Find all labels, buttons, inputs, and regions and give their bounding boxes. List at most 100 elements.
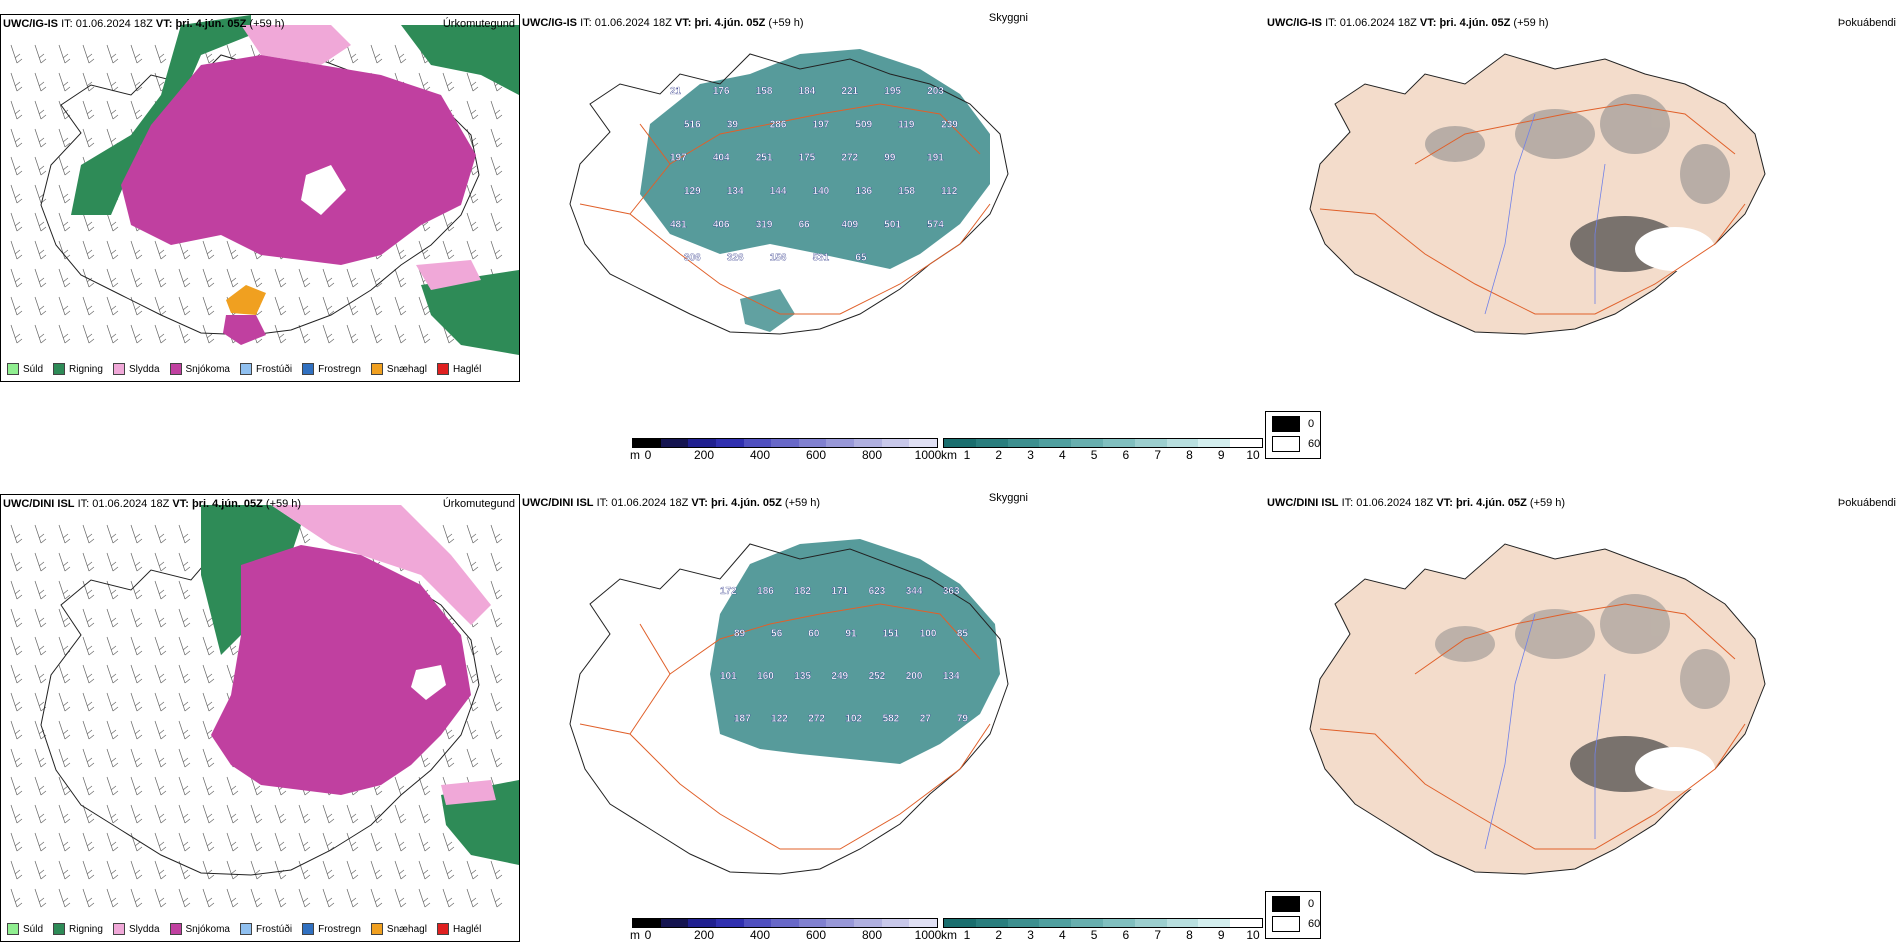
visibility-colorbar: km 1 2 3 4 5 6 7 8 9 10 [941,438,1263,462]
wind-barb [202,832,215,852]
wind-barb [10,268,23,288]
wind-barb [178,692,191,712]
wind-barb [442,72,455,92]
colorbar-tick: 800 [861,928,883,942]
wind-barb [106,636,119,656]
wind-barb [202,888,215,908]
colorbar-tick: 4 [1058,928,1066,942]
wind-barb [226,268,239,288]
wind-barb [370,804,383,824]
wind-barb [10,888,23,908]
colorbar-tick: 200 [693,448,715,462]
cloud-base-label: 186 [757,586,774,597]
wind-barb [394,268,407,288]
wind-barb [178,552,191,572]
colorbar-tick: 6 [1122,448,1130,462]
cloud-base-label: 623 [869,586,886,597]
legend-item: Súld [7,363,43,375]
road-network [1319,603,1746,850]
wind-barb [106,664,119,684]
wind-barb [154,580,167,600]
cloud-base-label: 501 [884,219,901,230]
colorbar-swatch [1230,439,1262,447]
cloud-base-labels: 21 176 158 184 221 195 203 516 39 286 197 509 119 239… [670,86,959,264]
wind-barb [394,44,407,64]
wind-barb [82,692,95,712]
panel-type-label: Þokuábendi [1837,497,1896,509]
wind-barb [10,832,23,852]
cloud-base-label: 135 [794,671,811,682]
cloud-base-label: 272 [808,714,825,725]
wind-barb [202,324,215,344]
legend-item: Haglél [436,363,481,375]
legend-label: Snjókoma [185,923,230,935]
legend-swatch [169,923,182,935]
cloud-base-label: 66 [799,219,811,230]
wind-barb [490,692,503,712]
cloud-base-label: 182 [794,586,811,597]
wind-barb [34,860,47,880]
wind-barb [154,268,167,288]
iceland-land [1309,543,1766,875]
wind-barb [226,888,239,908]
legend-item: Frostregn [302,923,361,935]
wind-barb [130,888,143,908]
wind-barb [274,296,287,316]
wind-barb [370,268,383,288]
colorbar-swatch [1134,439,1167,447]
colorbar-swatch [881,919,910,927]
colorbar-tick: 1 [963,928,971,942]
wind-barb [178,664,191,684]
wind-barb [58,156,71,176]
wind-barb [82,100,95,120]
low-visibility-area [710,539,1000,764]
wind-barb [10,552,23,572]
visibility-panel-bottom: 172 186 182 171 623 344 363 89 56 60 91 151 100 85 101… [520,492,1030,904]
iceland-coastline [569,53,1009,335]
wind-barb [34,128,47,148]
wind-barb [58,296,71,316]
legend-label: Súld [23,363,44,375]
legend-item: Frostúði [239,923,292,935]
cloud-base-label: 27 [920,714,932,725]
wind-barb [106,100,119,120]
wind-barb [490,636,503,656]
sleet-area [241,25,351,65]
colorbar-tick: 0 [644,448,652,462]
cloud-base-label: 102 [845,714,862,725]
wind-barb [394,860,407,880]
fog-panel-top: UWC/IG-IS IT: 01.06.2024 18Z VT: þri. 4.… [1265,14,1900,382]
cloud-base-label: 172 [720,586,737,597]
colorbar-tick: 7 [1154,448,1161,462]
wind-barb [106,524,119,544]
legend-item: Snjókoma [169,923,230,935]
cloud-base-label: 122 [771,714,788,725]
sleet-area-se [416,260,481,290]
wind-barb [274,860,287,880]
wind-barb [394,832,407,852]
fog-legend: 0 60 [1265,891,1321,939]
colorbar-swatch [944,439,976,447]
wind-barb [442,888,455,908]
wind-barb [490,552,503,572]
wind-barb [490,888,503,908]
legend-label: Frostúði [255,363,293,375]
colorbar-swatch [1134,919,1167,927]
wind-barb [298,804,311,824]
legend-swatch [53,923,66,935]
wind-barb [250,832,263,852]
wind-barb [106,888,119,908]
colorbar-swatch [854,919,882,927]
rain-area [201,505,301,655]
wind-barb [58,324,71,344]
wind-barb [298,324,311,344]
cloud-base-label: 39 [727,119,739,130]
colorbar-tick: 400 [749,928,771,942]
cloud-base-label: 195 [884,86,901,97]
wind-barb [34,832,47,852]
iceland-coastline [40,544,480,876]
wind-barb [58,128,71,148]
wind-barb [298,860,311,880]
colorbar-tick: 10 [1246,928,1260,942]
colorbar-tick: 9 [1217,928,1225,942]
